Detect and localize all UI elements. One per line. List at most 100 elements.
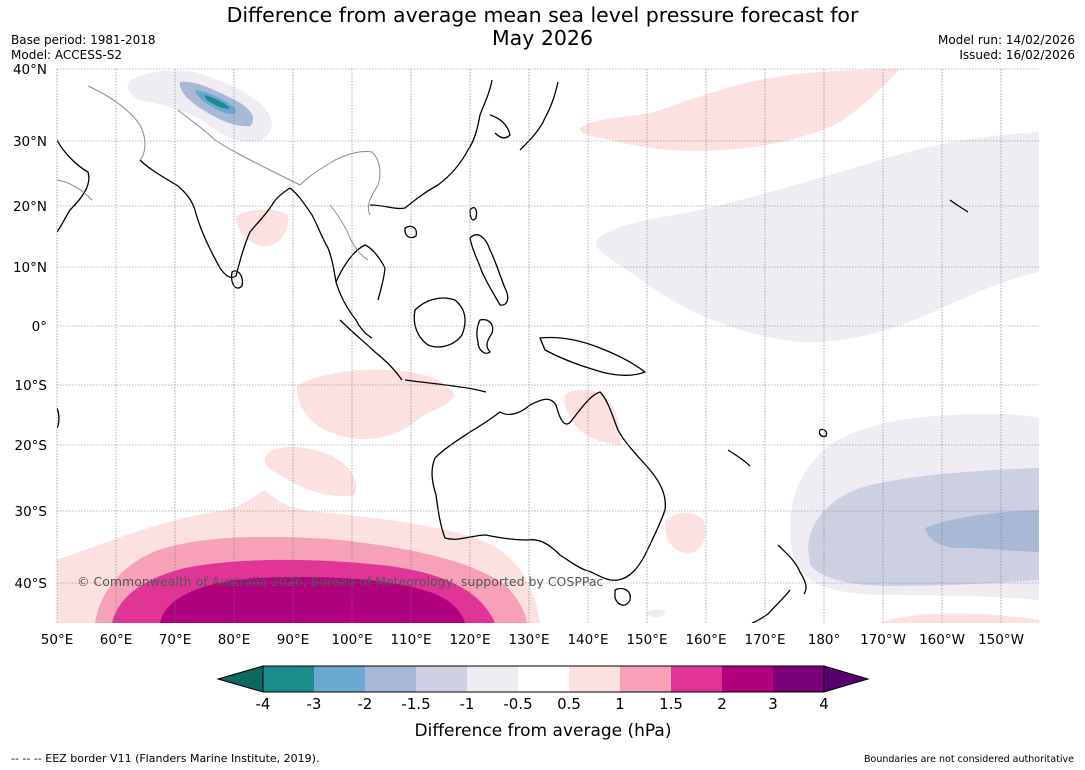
- colorbar-label: Difference from average (hPa): [415, 721, 672, 741]
- latitude-labels: 40°N 30°N 20°N 10°N 0° 10°S 20°S 30°S 40…: [13, 62, 47, 592]
- border-3: [299, 151, 381, 216]
- lon-label: 130°E: [508, 632, 549, 648]
- lat-label: 40°N: [13, 62, 47, 78]
- colorbar-tick: 3: [768, 695, 778, 713]
- anomaly-field: [57, 69, 1039, 623]
- anomaly-region-pos-0.5-coral: [564, 389, 621, 445]
- anomaly-region-neg-1-sp: [808, 468, 1039, 586]
- lat-label: 0°: [32, 319, 47, 335]
- lon-label: 150°E: [626, 632, 667, 648]
- lat-label: 40°S: [15, 576, 48, 592]
- anomaly-region-neg-1-sp-small: [646, 609, 666, 618]
- coast-china: [369, 79, 493, 210]
- anomaly-region-pos-2: [160, 576, 465, 623]
- colorbar-cell: [314, 666, 366, 692]
- lat-label: 20°N: [13, 199, 47, 215]
- lon-label: 90°E: [277, 632, 309, 648]
- lon-label: 160°W: [919, 632, 965, 648]
- colorbar-cell: [671, 666, 723, 692]
- coast-india: [139, 159, 291, 279]
- colorbar-under-arrow: [216, 665, 264, 693]
- title-line-1: Difference from average mean sea level p…: [226, 3, 859, 27]
- colorbar-tick: 1.5: [659, 695, 683, 713]
- colorbar-cell: [365, 666, 417, 692]
- colorbar-tick: 2: [717, 695, 727, 713]
- colorbar-cell: [263, 666, 315, 692]
- coast-thailand: [335, 244, 386, 301]
- colorbar-tick-labels: -4 -3 -2 -1.5 -1 -0.5 0.5 1 1.5 2 3 4: [256, 695, 829, 713]
- gridlines: [56, 68, 1039, 623]
- anomaly-region-pos-0.5-np: [579, 69, 900, 151]
- colorbar-tick: -1.5: [401, 695, 430, 713]
- colorbar-tick: -1: [460, 695, 475, 713]
- lat-label: 10°S: [15, 378, 48, 394]
- coast-taiwan: [469, 207, 478, 221]
- anomaly-region-neg-0.5-np: [595, 132, 1039, 343]
- colorbar-tick: -0.5: [503, 695, 532, 713]
- eez-legend: -- -- -- EEZ border V11 (Flanders Marine…: [11, 752, 320, 765]
- anomaly-region-pos-0.5-io: [264, 447, 357, 497]
- colorbar-cell: [773, 666, 825, 692]
- coast-indochina: [289, 187, 373, 339]
- coast-africa: [57, 139, 90, 233]
- anomaly-region-pos-0.5-tasman: [664, 512, 706, 553]
- lon-label: 170°W: [860, 632, 906, 648]
- lat-label: 30°N: [13, 134, 47, 150]
- anomaly-region-neg-3-him: [204, 95, 230, 109]
- colorbar-tick: -4: [256, 695, 271, 713]
- coast-nz-south: [751, 589, 791, 623]
- lon-label: 120°E: [449, 632, 490, 648]
- lon-label: 60°E: [100, 632, 132, 648]
- title-line-2: May 2026: [491, 26, 594, 50]
- anomaly-region-pos-0.5-bob: [235, 209, 289, 247]
- colorbar-cells: [263, 666, 825, 692]
- coast-philippines: [469, 234, 509, 306]
- issued-text: Issued: 16/02/2026: [959, 48, 1075, 62]
- model-run-text: Model run: 14/02/2026: [937, 33, 1075, 47]
- colorbar-cell: [569, 666, 621, 692]
- lat-label: 10°N: [13, 260, 47, 276]
- coast-new-caledonia: [727, 449, 751, 467]
- anomaly-region-pos-0.5-sw: [880, 613, 1039, 623]
- border-2: [177, 109, 301, 186]
- country-borders: [57, 85, 381, 261]
- coast-korea: [489, 114, 511, 139]
- coast-japan: [519, 81, 559, 151]
- lon-label: 50°E: [41, 632, 73, 648]
- boundaries-disclaimer: Boundaries are not considered authoritat…: [864, 754, 1074, 765]
- colorbar: -4 -3 -2 -1.5 -1 -0.5 0.5 1 1.5 2 3 4 Di…: [216, 665, 870, 741]
- coast-australia: [431, 391, 666, 581]
- border-5: [57, 179, 93, 201]
- lon-label: 110°E: [390, 632, 431, 648]
- longitude-labels: 50°E 60°E 70°E 80°E 90°E 100°E 110°E 120…: [41, 632, 1024, 648]
- model-text: Model: ACCESS-S2: [11, 48, 123, 62]
- coast-tasmania: [614, 587, 631, 606]
- base-period-text: Base period: 1981-2018: [11, 33, 156, 47]
- lon-label: 100°E: [331, 632, 372, 648]
- colorbar-tick: -3: [307, 695, 322, 713]
- colorbar-tick: 0.5: [557, 695, 581, 713]
- coast-sulawesi: [476, 318, 494, 354]
- anomaly-region-pos-0.5-wa: [296, 369, 455, 440]
- colorbar-tick: -2: [358, 695, 373, 713]
- lon-label: 140°E: [567, 632, 608, 648]
- coast-newguinea: [539, 336, 646, 376]
- lon-label: 150°W: [978, 632, 1024, 648]
- anomaly-region-neg-1.5-sp: [925, 510, 1039, 552]
- coast-hawaii: [949, 199, 969, 213]
- colorbar-frame: [262, 665, 825, 693]
- colorbar-cell: [722, 666, 774, 692]
- copyright-text: © Commonwealth of Australia 2026, Bureau…: [77, 574, 603, 589]
- lon-label: 160°E: [685, 632, 726, 648]
- coast-nz-north: [777, 544, 807, 595]
- colorbar-over-arrow: [823, 665, 870, 693]
- colorbar-cell: [416, 666, 468, 692]
- lon-label: 180°: [808, 632, 841, 648]
- border-1: [87, 85, 146, 161]
- lat-label: 30°S: [15, 504, 48, 520]
- colorbar-cell: [467, 666, 519, 692]
- lat-label: 20°S: [15, 438, 48, 454]
- coast-sumatra: [339, 319, 403, 381]
- coast-java: [404, 379, 487, 393]
